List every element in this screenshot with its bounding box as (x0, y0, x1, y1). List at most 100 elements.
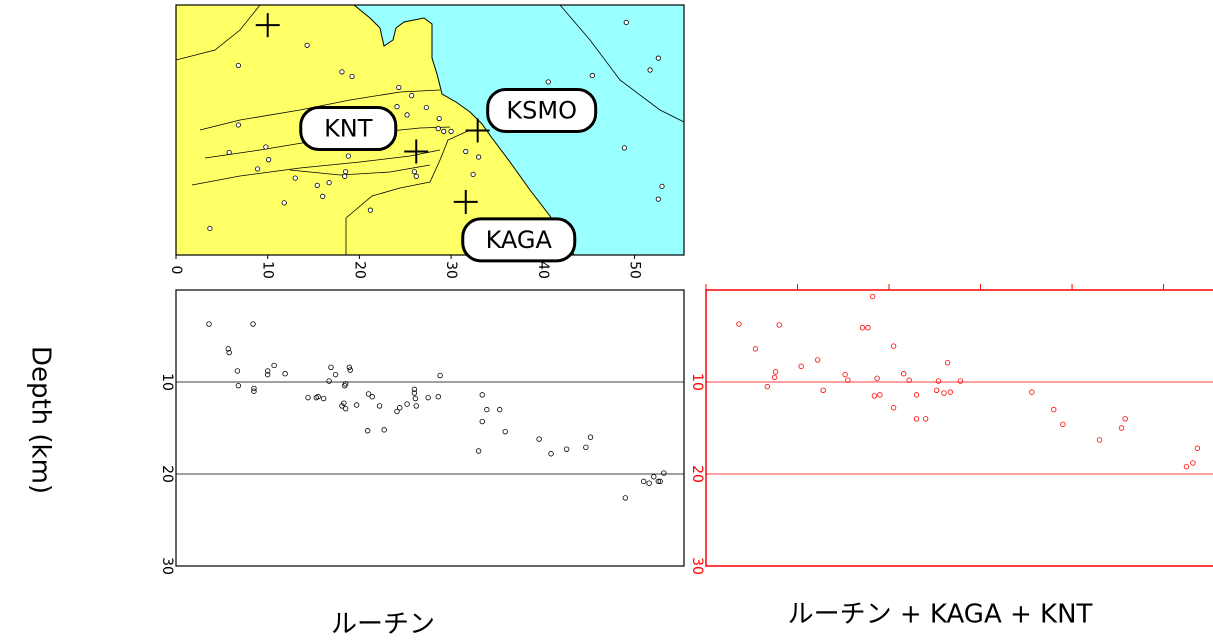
epicenter (320, 193, 326, 199)
station-label-box (486, 87, 598, 133)
hypocenter (250, 321, 256, 327)
hypocenter (947, 389, 954, 395)
hypocenter (412, 395, 419, 402)
hypocenter (332, 371, 339, 378)
hypocenter (900, 371, 907, 377)
hypocenter (1183, 463, 1190, 470)
hypocenter (913, 416, 920, 422)
hypocenter (798, 363, 804, 370)
hypocenter (305, 394, 311, 401)
hypocenter (411, 386, 418, 393)
epicenter (266, 157, 272, 163)
x-tick-label: 20 (351, 261, 367, 279)
epicenter (396, 84, 402, 91)
hypocenter (941, 390, 947, 396)
y-tick-label: 30 (159, 557, 175, 575)
hypocenter (842, 371, 848, 378)
epicenter (235, 62, 241, 69)
epicenter (435, 126, 441, 132)
y-tick-label: 10 (159, 373, 175, 391)
x-tick-label: 30 (443, 261, 459, 279)
hypocenter (347, 367, 353, 373)
hypocenter (906, 377, 912, 383)
hypocenter (346, 364, 353, 370)
hypocenter (776, 322, 782, 328)
hypocenter (479, 392, 485, 398)
epicenter (655, 196, 661, 202)
hypocenter (1190, 460, 1196, 466)
epicenter (621, 145, 627, 151)
hypocenter (369, 394, 375, 400)
hypocenter (475, 448, 482, 454)
hypocenter (890, 405, 897, 411)
station-label: KNT (324, 115, 373, 143)
hypocenter (622, 495, 629, 501)
hypocenter (1096, 437, 1103, 443)
epicenter (409, 93, 415, 99)
epicenter (342, 173, 348, 179)
hypocenter (957, 378, 964, 384)
station (453, 189, 478, 214)
hypocenter (364, 428, 371, 434)
hypocenter (496, 406, 503, 413)
hypocenter (251, 388, 257, 394)
epicenter (623, 19, 629, 25)
hypocenter (583, 444, 589, 451)
hypocenter (871, 393, 878, 399)
hypocenter (877, 392, 883, 398)
hypocenter (235, 382, 242, 389)
epicenter (413, 173, 419, 179)
map-frame (175, 4, 685, 256)
hypocenter (845, 377, 851, 383)
epicenter (404, 112, 410, 118)
y-tick-label: 30 (689, 557, 705, 575)
epicenter (411, 169, 418, 175)
hypocenter (814, 357, 821, 363)
hypocenter (865, 325, 871, 331)
hypocenter (282, 371, 288, 377)
epicenter (545, 79, 551, 85)
epicenter (292, 175, 298, 181)
hypocenter (315, 394, 321, 400)
hypocenter (381, 427, 387, 433)
hypocenter (1122, 416, 1128, 422)
epicenter (207, 225, 213, 232)
epicenter (304, 42, 310, 48)
epicenter (475, 154, 482, 160)
hypocenter (251, 385, 257, 392)
epicenter (326, 180, 332, 186)
hypocenter (502, 428, 508, 435)
hypocenter (536, 436, 542, 442)
hypocenter (435, 394, 441, 400)
y-axis-label: Depth (km) (26, 346, 56, 494)
hypocenter (225, 346, 231, 352)
hypocenter (484, 406, 490, 413)
hypocenter (874, 375, 880, 382)
hypocenter (772, 369, 779, 375)
hypocenter (646, 480, 652, 486)
hypocenter (1118, 425, 1125, 431)
y-tick-label: 10 (689, 373, 705, 391)
hypocenter (271, 362, 277, 369)
epicenter (463, 148, 469, 155)
station-label: KAGA (486, 226, 553, 254)
hypocenter (342, 405, 349, 412)
hypocenter (563, 446, 570, 452)
hypocenter (655, 478, 662, 485)
hypocenter (935, 378, 942, 384)
hypocenter (820, 387, 826, 393)
hypocenter (922, 416, 929, 422)
epicenter (394, 104, 400, 110)
hypocenter (226, 349, 232, 356)
hypocenter (320, 395, 327, 402)
hypocenter (752, 346, 759, 352)
x-tick-label: 10 (260, 261, 276, 279)
epicenter (263, 144, 269, 150)
epicenter (343, 169, 349, 175)
station (404, 139, 429, 164)
hypocenter (1194, 445, 1201, 451)
station (465, 118, 490, 143)
hypocenter (651, 474, 657, 480)
hypocenter (1060, 421, 1066, 428)
